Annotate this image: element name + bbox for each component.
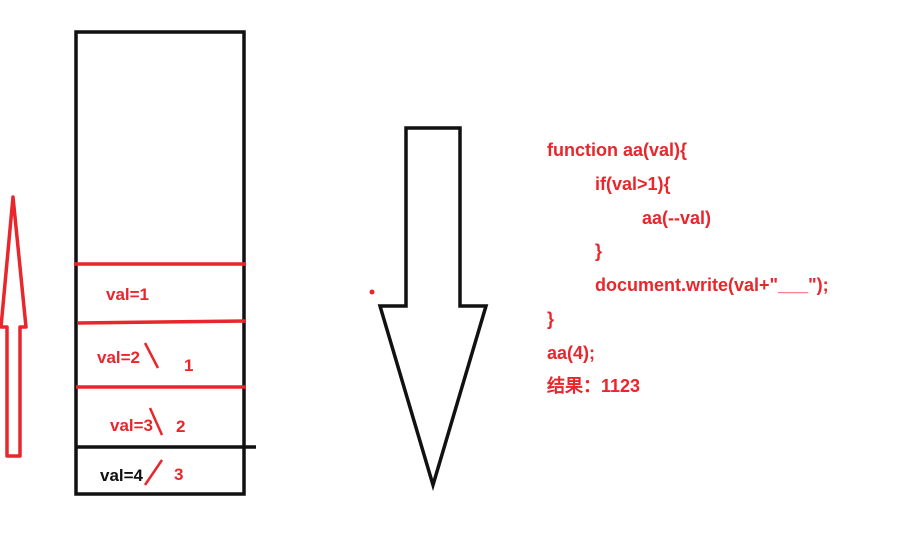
strike-mark bbox=[148, 407, 164, 436]
stack-divider bbox=[77, 319, 247, 325]
code-line: document.write(val+"___"); bbox=[595, 275, 829, 295]
frame-order-2: 2 bbox=[176, 417, 186, 436]
code-line: } bbox=[595, 241, 603, 261]
code-line: function aa(val){ bbox=[547, 140, 688, 160]
code-line: if(val>1){ bbox=[595, 174, 671, 194]
frame-label-val2: val=2 bbox=[97, 348, 141, 367]
result-line: 结果：1123 bbox=[547, 376, 641, 396]
call-down-arrow bbox=[377, 126, 489, 492]
strike-mark bbox=[143, 459, 164, 486]
frame-label-val3: val=3 bbox=[110, 416, 154, 435]
frame-order-3: 3 bbox=[174, 465, 184, 484]
return-up-arrow bbox=[0, 195, 28, 458]
frame-label-val1: val=1 bbox=[106, 285, 150, 304]
strike-mark bbox=[143, 342, 160, 369]
code-line: aa(--val) bbox=[642, 208, 712, 228]
red-dot bbox=[369, 289, 375, 295]
code-line: aa(4); bbox=[547, 343, 596, 363]
frame-order-1: 1 bbox=[184, 356, 194, 375]
code-line: } bbox=[547, 309, 555, 329]
frame-label-val4: val=4 bbox=[100, 466, 144, 485]
